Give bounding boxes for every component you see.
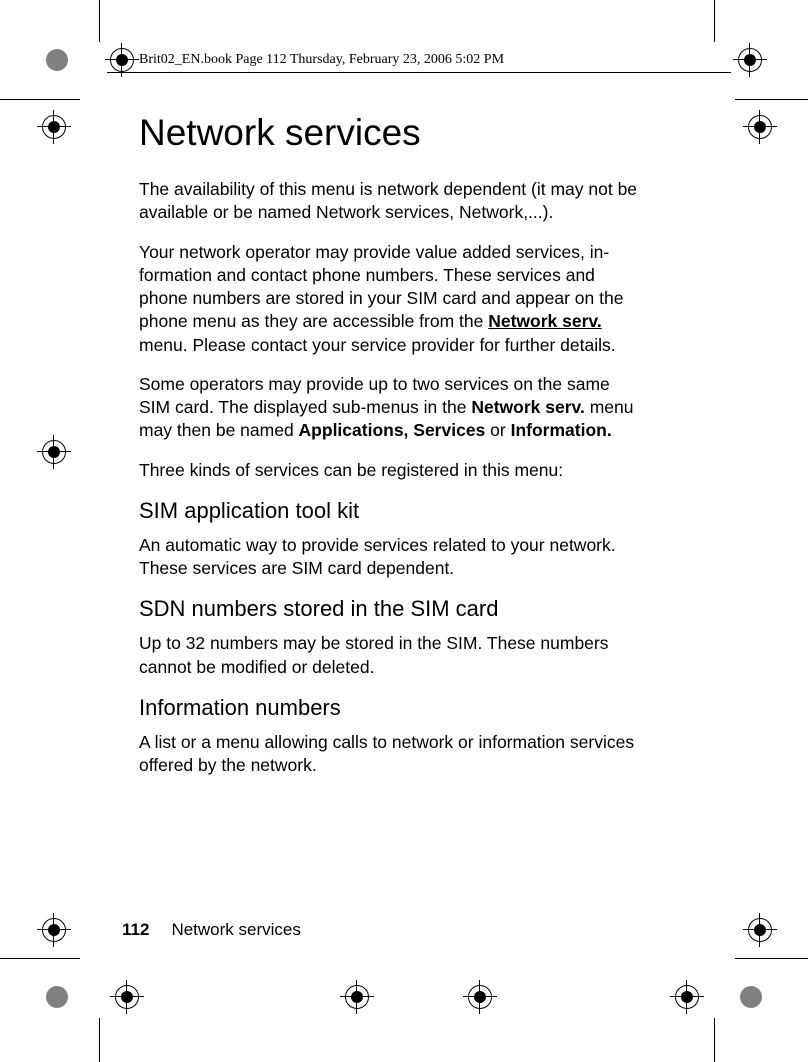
crop-mark-icon [0, 99, 80, 100]
crop-mark-icon [714, 1018, 715, 1062]
crop-mark-icon [99, 1018, 100, 1062]
page-footer: 112 Network services [122, 920, 301, 940]
menu-reference-link: Network serv. [488, 311, 601, 331]
gray-dot-icon [46, 49, 68, 71]
registration-mark-icon [115, 985, 139, 1009]
paragraph: Three kinds of services can be registere… [139, 459, 641, 482]
registration-mark-icon [468, 985, 492, 1009]
registration-mark-icon [42, 440, 66, 464]
section-heading: SIM application tool kit [139, 498, 641, 524]
page-number: 112 [122, 920, 149, 939]
crop-mark-icon [714, 0, 715, 42]
registration-mark-icon [42, 115, 66, 139]
registration-mark-icon [738, 48, 762, 72]
text: menu. Please contact your service provid… [139, 335, 616, 355]
paragraph: Some operators may provide up to two ser… [139, 373, 641, 443]
paragraph: Your network operator may provide value … [139, 241, 641, 357]
registration-mark-icon [748, 918, 772, 942]
crop-mark-icon [99, 0, 100, 42]
crop-mark-icon [735, 99, 808, 100]
text: or [485, 420, 510, 440]
running-head: Brit02_EN.book Page 112 Thursday, Februa… [139, 52, 508, 68]
registration-mark-icon [110, 48, 134, 72]
bold-term: Applications, Services [299, 420, 486, 440]
paragraph: The availability of this menu is network… [139, 178, 641, 225]
registration-mark-icon [42, 918, 66, 942]
paragraph: A list or a menu allowing calls to netwo… [139, 731, 641, 778]
registration-mark-icon [748, 115, 772, 139]
crop-mark-icon [735, 958, 808, 959]
page-content: Network services The availability of thi… [139, 112, 641, 794]
bold-term: Network serv. [471, 397, 584, 417]
registration-mark-icon [675, 985, 699, 1009]
section-heading: Information numbers [139, 695, 641, 721]
paragraph: An automatic way to provide services rel… [139, 534, 641, 581]
registration-mark-icon [345, 985, 369, 1009]
footer-section: Network services [171, 920, 300, 939]
page-title: Network services [139, 112, 641, 154]
section-heading: SDN numbers stored in the SIM card [139, 596, 641, 622]
header-rule [107, 72, 731, 73]
gray-dot-icon [740, 986, 762, 1008]
paragraph: Up to 32 numbers may be stored in the SI… [139, 632, 641, 679]
gray-dot-icon [46, 986, 68, 1008]
crop-mark-icon [0, 958, 80, 959]
bold-term: Information. [511, 420, 612, 440]
